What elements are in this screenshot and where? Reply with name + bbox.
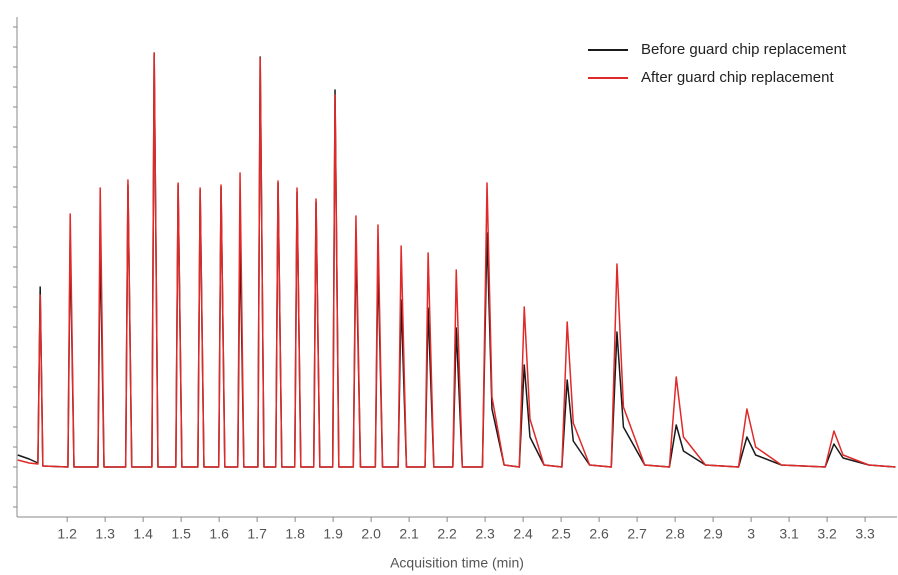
x-tick-label: 2.8 — [665, 526, 685, 542]
x-tick-label: 2.0 — [361, 526, 381, 542]
x-tick-label: 2.3 — [475, 526, 495, 542]
x-tick-label: 3 — [747, 526, 755, 542]
x-tick-label: 1.9 — [323, 526, 343, 542]
x-tick-label: 1.8 — [285, 526, 305, 542]
x-tick-label: 2.6 — [589, 526, 609, 542]
legend-label: Before guard chip replacement — [641, 41, 847, 58]
x-tick-label: 2.2 — [437, 526, 457, 542]
x-tick-label: 3.3 — [855, 526, 875, 542]
series-line — [17, 52, 896, 468]
legend-label: After guard chip replacement — [641, 69, 834, 86]
series-line — [17, 52, 896, 468]
x-tick-label: 1.6 — [209, 526, 229, 542]
x-tick-label: 1.5 — [171, 526, 191, 542]
x-tick-label: 2.9 — [703, 526, 723, 542]
x-tick-label: 1.4 — [133, 526, 153, 542]
x-tick-label: 2.1 — [399, 526, 419, 542]
x-tick-label: 1.7 — [247, 526, 267, 542]
x-tick-label: 2.7 — [627, 526, 647, 542]
x-tick-label: 3.1 — [779, 526, 799, 542]
x-tick-label: 1.3 — [95, 526, 115, 542]
x-axis-title: Acquisition time (min) — [390, 555, 524, 571]
legend: Before guard chip replacement After guard… — [588, 41, 847, 86]
x-tick-label: 2.4 — [513, 526, 533, 542]
x-tick-label: 2.5 — [551, 526, 571, 542]
x-tick-label: 3.2 — [817, 526, 837, 542]
x-tick-label: 1.2 — [57, 526, 77, 542]
